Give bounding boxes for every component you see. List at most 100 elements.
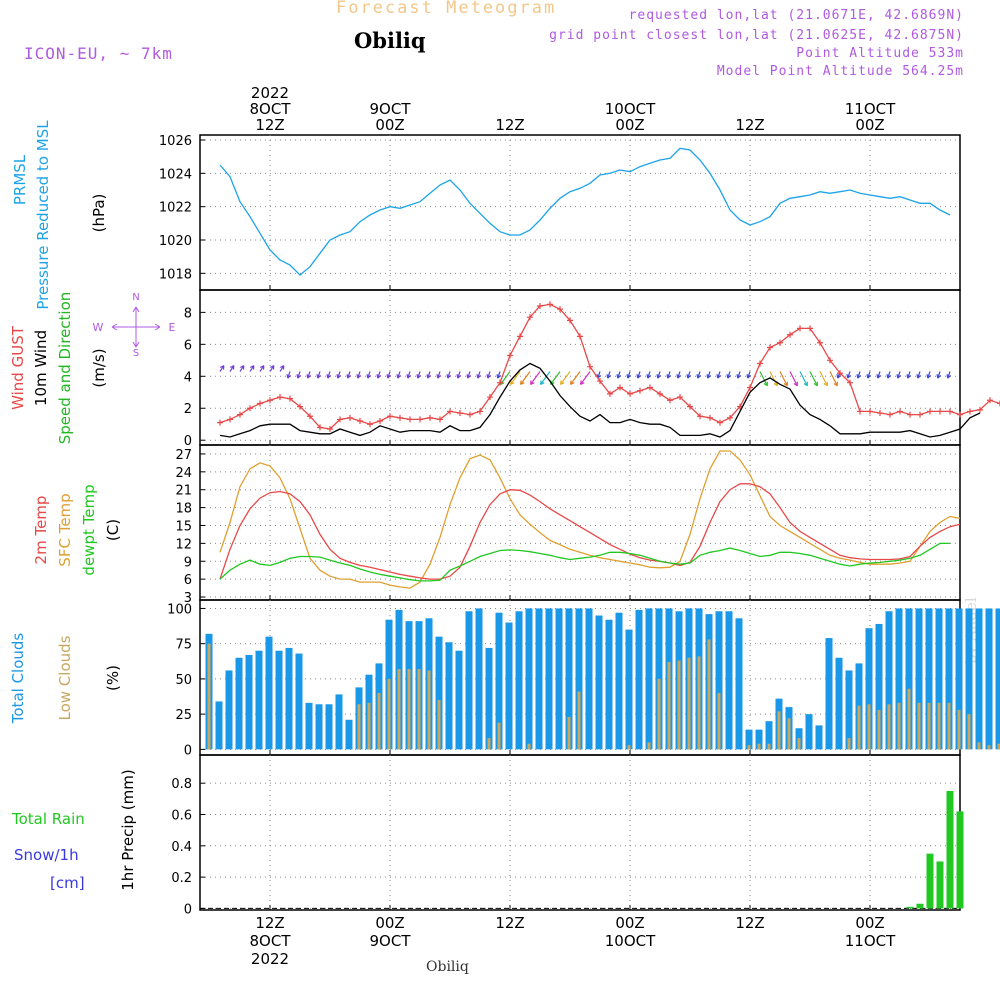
- pressure-ytick-label: 1024: [159, 167, 192, 182]
- wind-direction-arrowhead: [946, 374, 952, 379]
- total-cloud-bar: [435, 636, 443, 750]
- total-cloud-bar: [935, 608, 943, 750]
- wind-gust-marker: [727, 414, 733, 421]
- wind-direction-arrowhead: [926, 374, 932, 379]
- bottom-time-label: 00Z: [375, 914, 404, 932]
- wind-unit-label: (m/s): [90, 348, 108, 387]
- low-cloud-bar: [767, 743, 771, 750]
- total-cloud-bar: [455, 650, 463, 750]
- wind-direction-arrowhead: [436, 374, 442, 379]
- total-cloud-bar: [325, 704, 333, 750]
- wind-direction-arrowhead: [249, 365, 255, 370]
- total-cloud-bar: [615, 612, 623, 750]
- wind-direction-arrow: [799, 371, 808, 387]
- wind-direction-arrowhead: [306, 374, 312, 379]
- total-cloud-bar: [515, 611, 523, 750]
- total-cloud-bar: [255, 650, 263, 750]
- wind-gust-marker: [857, 408, 863, 415]
- wind-gust-marker: [547, 301, 553, 308]
- wind-gust-marker: [227, 416, 233, 423]
- wind-direction-arrowhead: [876, 374, 882, 379]
- wind-direction-arrowhead: [219, 365, 225, 370]
- total-cloud-bar: [485, 647, 493, 750]
- bottom-time-label: 11OCT: [845, 932, 896, 950]
- wind-direction-arrow: [580, 371, 591, 385]
- total-cloud-bar: [975, 608, 983, 750]
- precip-ytick-label: 0.8: [171, 777, 192, 792]
- wind-direction-arrowhead: [726, 374, 732, 379]
- wind-direction-label: Speed and Direction: [56, 292, 74, 445]
- temp-ytick-label: 21: [175, 484, 192, 499]
- wind-gust-marker: [927, 408, 933, 415]
- wind-gust-marker: [557, 306, 563, 313]
- pressure-panel: 1018 1020 1022 1024 1026: [159, 134, 961, 291]
- low-cloud-bar: [937, 702, 941, 750]
- low-cloud-bar: [857, 705, 861, 750]
- low-cloud-bar: [577, 691, 581, 750]
- wind-gust-marker: [757, 360, 763, 367]
- total-cloud-bar: [875, 623, 883, 750]
- compass-w: W: [93, 321, 104, 334]
- sfc-temp-label: SFC Temp: [56, 493, 74, 566]
- wind-direction-arrowhead: [406, 374, 412, 379]
- wind-gust-marker: [677, 394, 683, 401]
- wind-direction-arrowhead: [519, 380, 525, 385]
- bottom-time-label: 10OCT: [605, 932, 656, 950]
- total-cloud-bar: [805, 714, 813, 750]
- wind-gust-marker: [377, 418, 383, 425]
- low-cloud-bar: [357, 704, 361, 750]
- total-cloud-bar: [535, 608, 543, 750]
- wind-gust-marker: [997, 400, 1000, 407]
- total-cloud-bar: [235, 657, 243, 750]
- pressure-label-msl: Pressure Reduced to MSL: [34, 120, 52, 310]
- top-time-label: 11OCT: [845, 100, 896, 118]
- wind-gust-marker: [957, 411, 963, 418]
- wind-direction-arrowhead: [446, 374, 452, 379]
- low-cloud-bar: [627, 745, 631, 750]
- wind-panel: 0 2 4 6 8: [184, 289, 961, 449]
- total-cloud-bar: [985, 608, 993, 750]
- wind-direction-arrowhead: [229, 365, 235, 370]
- total-cloud-bar: [825, 638, 833, 750]
- wind-gust-marker: [367, 421, 373, 428]
- wind-direction-arrow: [819, 371, 828, 387]
- wind-ytick-label: 2: [184, 402, 192, 417]
- low-cloud-bar: [207, 643, 211, 750]
- pressure-frame: [199, 134, 961, 291]
- wind-direction-arrowhead: [296, 374, 302, 379]
- wind-direction-arrowhead: [696, 374, 702, 379]
- wind-direction-arrowhead: [346, 374, 352, 379]
- total-cloud-bar: [945, 608, 953, 750]
- total-cloud-bar: [585, 608, 593, 750]
- total-cloud-bar: [265, 636, 273, 750]
- wind-gust-marker: [257, 400, 263, 407]
- wind-direction-arrowhead: [833, 381, 838, 387]
- footer-station-name: Obiliq: [426, 959, 469, 975]
- wind-direction-arrowhead: [626, 374, 632, 379]
- low-cloud-bar: [997, 743, 1000, 750]
- wind-direction-arrowhead: [496, 374, 502, 379]
- pressure-ytick-label: 1018: [159, 267, 192, 282]
- total-cloud-bar: [445, 642, 453, 750]
- low-cloud-bar: [687, 657, 691, 750]
- top-time-label: 10OCT: [605, 100, 656, 118]
- wind-gust-marker: [347, 414, 353, 421]
- wind-gust-marker: [467, 411, 473, 418]
- wind-frame: [199, 289, 961, 446]
- wind-gust-marker: [587, 363, 593, 370]
- wind-direction-arrowhead: [656, 374, 662, 379]
- wind-gust-marker: [437, 416, 443, 423]
- wind-gust-marker: [417, 416, 423, 423]
- point-altitude: Point Altitude 533m: [796, 46, 964, 61]
- low-cloud-bar: [417, 669, 421, 750]
- top-time-label: 00Z: [375, 116, 404, 134]
- wind-direction-arrow: [759, 371, 768, 387]
- low-cloud-bar: [407, 669, 411, 750]
- low-cloud-bar: [697, 656, 701, 750]
- top-time-label: 00Z: [855, 116, 884, 134]
- low-cloud-bar: [987, 745, 991, 750]
- total-cloud-bar: [745, 729, 753, 750]
- wind-gust-marker: [387, 413, 393, 420]
- grid-point-coords: grid point closest lon,lat (21.0625E, 42…: [549, 28, 964, 43]
- total-cloud-bar: [885, 611, 893, 750]
